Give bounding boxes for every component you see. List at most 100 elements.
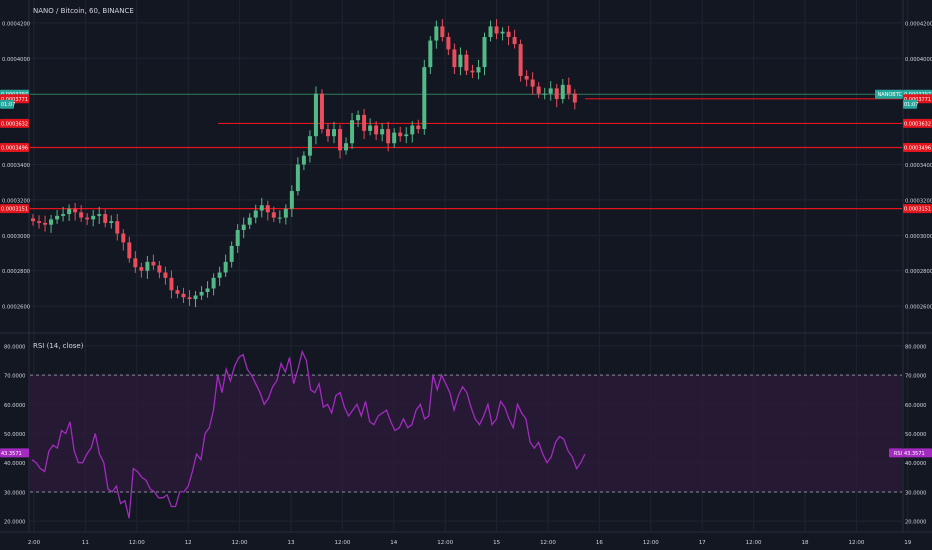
candle-body [151, 261, 156, 266]
time-tick-label: 2:00 [28, 540, 41, 546]
rsi-tick-label: 40.0000 [905, 461, 926, 467]
candle-body [55, 215, 60, 220]
countdown-badge-left-bg [0, 99, 14, 109]
candle-body [313, 93, 318, 137]
time-tick-label: 17 [699, 540, 706, 546]
candle-body [259, 205, 264, 211]
candle-body [356, 114, 361, 121]
candle-body [494, 26, 499, 34]
time-tick-label: 16 [596, 540, 603, 546]
candle-body [103, 214, 108, 223]
candle-body [404, 134, 409, 137]
rsi-tick-label: 60.0000 [4, 403, 25, 409]
time-tick-label: 12:00 [437, 540, 453, 546]
candle-body [398, 132, 403, 137]
candle-body [277, 217, 282, 219]
rsi-band [30, 375, 902, 492]
level-badge-right-bg [903, 143, 932, 153]
candle-body [374, 125, 379, 135]
symbol-label: NANO / Bitcoin, 60, BINANCE [33, 7, 134, 15]
candle-body [350, 120, 355, 144]
price-tick-label: 0.0004000 [905, 57, 932, 63]
candle-body [518, 44, 523, 76]
candle-body [217, 272, 222, 278]
price-tick-label: 0.0002800 [2, 269, 30, 275]
candle-body [223, 261, 228, 273]
right-price-axis[interactable]: 0.0004200 0.0004000 0.0003400 0.0003200 0.00… [905, 21, 932, 525]
candle-body [187, 297, 192, 300]
level-badge-left: 0.0003771 [1, 97, 28, 103]
candle-body [368, 125, 373, 131]
candle-body [512, 37, 517, 45]
candle-body [470, 70, 475, 73]
candle-body [500, 31, 505, 34]
candle-body [307, 136, 312, 156]
candle-body [428, 40, 433, 68]
rsi-tick-label: 30.0000 [905, 490, 926, 496]
time-tick-label: 11 [82, 540, 89, 546]
rsi-value-badge-left: 43.3571 [1, 451, 22, 457]
rsi-name-badge-bg [889, 448, 903, 458]
rsi-tick-label: 80.0000 [905, 344, 926, 350]
candle-body [319, 93, 324, 130]
level-badge-left-bg [0, 118, 29, 128]
candle-body [271, 212, 276, 218]
level-badge-left: 0.0003151 [1, 207, 28, 213]
candle-body [440, 26, 445, 38]
candle-body [205, 288, 210, 292]
time-tick-label: 18 [802, 540, 809, 546]
price-tick-label: 0.0003000 [2, 234, 30, 240]
price-tick-label: 0.0003400 [2, 163, 30, 169]
candle-body [241, 224, 246, 231]
level-badge-right: 0.0003151 [904, 207, 931, 213]
time-axis[interactable]: 2:00 11 12:00 12 12:00 13 12:00 14 12:00 15 12:00 1… [28, 540, 912, 546]
time-tick-label: 12:00 [643, 540, 659, 546]
countdown-badge-right-bg [903, 99, 917, 109]
candle-body [524, 75, 529, 80]
candle-body [283, 208, 288, 218]
candle-body [344, 143, 349, 151]
candle-body [229, 245, 234, 262]
candle-body [325, 129, 330, 137]
time-tick-label: 12:00 [848, 540, 864, 546]
time-tick-label: 15 [493, 540, 500, 546]
time-tick-label: 12:00 [232, 540, 248, 546]
candle-body [458, 54, 463, 68]
candle-body [181, 293, 186, 298]
candle-body [31, 218, 35, 222]
candle-body [295, 164, 300, 192]
candle-body [536, 86, 541, 94]
rsi-pane[interactable] [30, 349, 902, 519]
time-tick-label: 12 [185, 540, 192, 546]
candle-body [410, 125, 415, 135]
price-tick-label: 0.0004200 [2, 21, 30, 27]
time-tick-label: 12:00 [129, 540, 145, 546]
rsi-value-badge-right: 43.3571 [904, 451, 925, 457]
candle-body [482, 37, 487, 68]
price-tick-label: 0.0002600 [905, 305, 932, 311]
candle-body [253, 210, 258, 218]
candle-body [560, 84, 565, 99]
candle-body [145, 261, 150, 271]
rsi-line [31, 349, 586, 519]
rsi-title: RSI (14, close) [33, 342, 84, 350]
level-badge-left-bg [0, 143, 29, 153]
candle-body [548, 88, 553, 94]
left-price-axis[interactable]: 0.0004200 0.0004000 0.0003400 0.0003200 0.00… [2, 21, 30, 525]
candle-body [338, 129, 343, 151]
price-tick-label: 0.0004000 [2, 57, 30, 63]
price-tick-label: 0.0004200 [905, 21, 932, 27]
candle-body [572, 93, 577, 103]
rsi-tick-label: 80.0000 [4, 344, 25, 350]
candle-body [139, 267, 144, 271]
candle-body [247, 217, 252, 225]
candle-body [416, 125, 421, 130]
time-tick-label: 14 [390, 540, 397, 546]
symbol-badge-bg [875, 89, 903, 99]
candles [31, 19, 577, 308]
candle-body [133, 258, 138, 268]
time-tick-label: 12:00 [746, 540, 762, 546]
candle-body [530, 79, 535, 87]
price-pane[interactable] [30, 19, 902, 308]
